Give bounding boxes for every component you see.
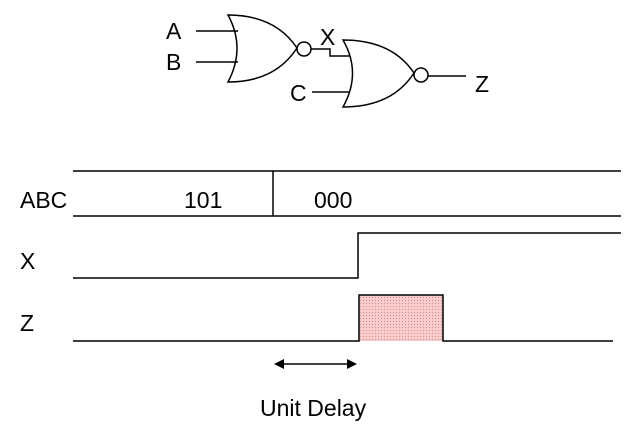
intermediate-x-label: X bbox=[320, 24, 335, 50]
unit-delay-arrow bbox=[274, 359, 357, 369]
circuit-schematic: A B X C Z bbox=[166, 14, 489, 108]
abc-value-before: 101 bbox=[184, 187, 222, 213]
abc-row-label: ABC bbox=[20, 187, 67, 213]
nor-gate-1-bubble bbox=[296, 41, 312, 57]
x-waveform bbox=[73, 232, 621, 279]
abc-value-after: 000 bbox=[314, 187, 352, 213]
z-waveform bbox=[73, 294, 613, 342]
x-row-label: X bbox=[20, 248, 35, 274]
x-wire bbox=[311, 48, 350, 57]
nor-gate-2-bubble bbox=[413, 67, 429, 83]
input-c-label: C bbox=[290, 80, 307, 106]
unit-delay-label: Unit Delay bbox=[260, 395, 367, 421]
z-pulse-shading bbox=[359, 295, 443, 341]
nor-gate-2 bbox=[341, 39, 429, 108]
output-z-label: Z bbox=[475, 71, 489, 97]
abc-bus-signal bbox=[73, 170, 621, 217]
nor-gate-1 bbox=[226, 14, 312, 83]
z-row-label: Z bbox=[20, 310, 34, 336]
timing-diagram: ABC 101 000 X Z Unit Delay bbox=[20, 170, 621, 421]
input-a-label: A bbox=[166, 18, 182, 44]
input-b-label: B bbox=[166, 49, 181, 75]
